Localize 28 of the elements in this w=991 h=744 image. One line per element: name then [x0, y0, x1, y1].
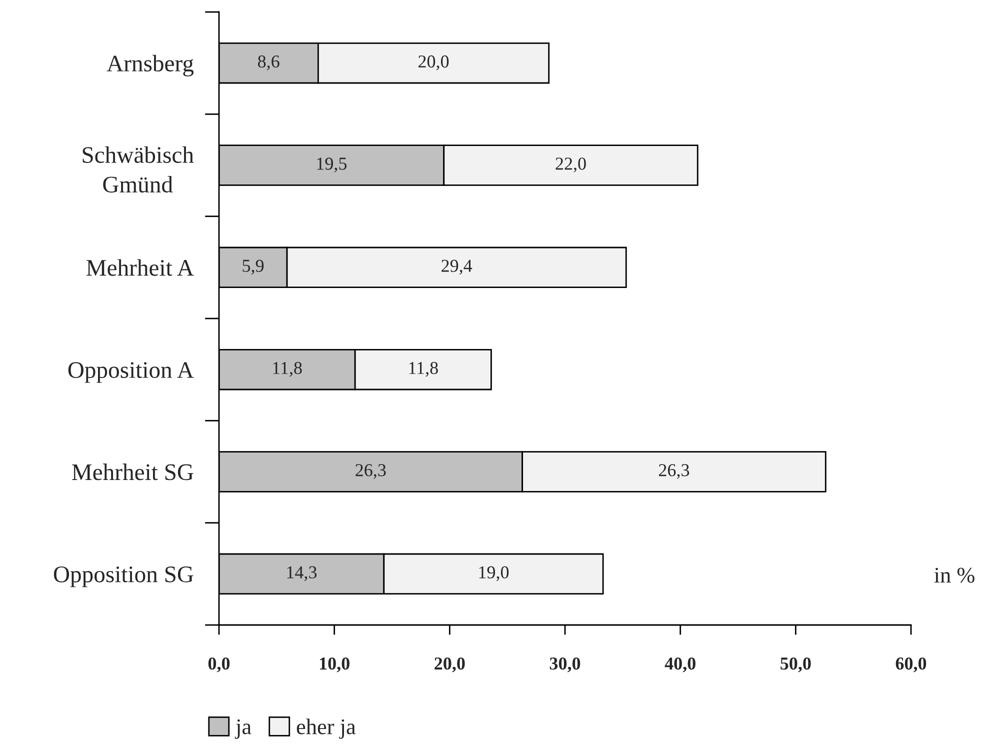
- y-tick-label: Opposition SG: [54, 566, 194, 588]
- data-label: 8,6: [258, 55, 280, 70]
- x-tick-label: 0,0: [208, 657, 230, 672]
- x-axis-title: in %: [934, 568, 974, 583]
- y-tick-label: Mehrheit A: [86, 259, 194, 276]
- x-tick-label: 30,0: [550, 657, 580, 672]
- data-label: 29,4: [442, 260, 472, 275]
- x-tick-label: 40,0: [664, 657, 696, 672]
- x-tick-label: 60,0: [896, 657, 926, 672]
- y-tick-label: Opposition A: [68, 362, 194, 383]
- legend-label: eher ja: [296, 718, 356, 739]
- data-label: 26,3: [356, 464, 386, 479]
- data-label: 19,0: [479, 566, 509, 582]
- data-label: 19,5: [317, 158, 347, 172]
- data-label: 20,0: [418, 55, 449, 70]
- data-label: 26,3: [658, 464, 690, 479]
- data-label: 11,8: [409, 362, 438, 377]
- x-tick-label: 20,0: [434, 657, 465, 672]
- data-label: 22,0: [556, 158, 586, 172]
- x-tick-label: 50,0: [780, 657, 811, 672]
- y-tick-label: Schwäbisch Gmünd: [82, 146, 194, 193]
- data-label: 14,3: [287, 566, 317, 582]
- data-label: 11,8: [273, 362, 302, 377]
- legend-label: ja: [234, 719, 252, 739]
- x-tick-label: 10,0: [320, 657, 350, 672]
- data-label: 5,9: [242, 260, 264, 275]
- y-tick-label: Arnsberg: [106, 54, 194, 76]
- y-tick-label: Mehrheit SG: [72, 464, 194, 480]
